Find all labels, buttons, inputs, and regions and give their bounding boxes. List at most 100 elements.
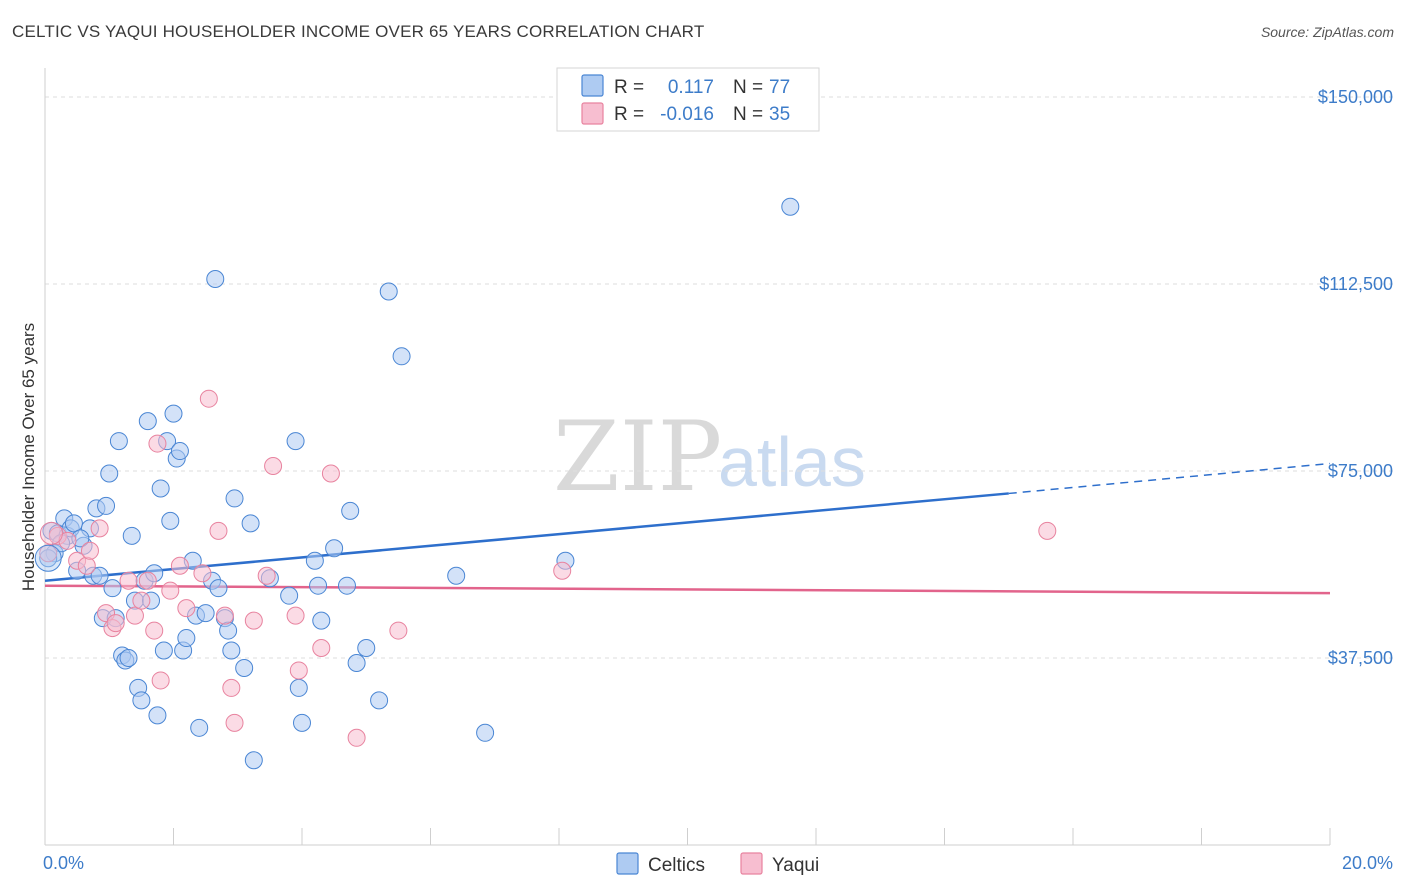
- legend-swatch-celtics: [616, 852, 639, 875]
- data-point-yaqui: [145, 621, 164, 640]
- data-point-celtics: [312, 611, 331, 630]
- data-point-celtics: [347, 653, 366, 672]
- data-point-yaqui: [553, 561, 572, 580]
- data-point-celtics: [90, 566, 109, 585]
- data-point-yaqui: [125, 606, 144, 625]
- data-point-yaqui: [170, 556, 189, 575]
- x-tick-label-min: 0.0%: [43, 853, 84, 873]
- y-tick-label: $150,000: [1318, 87, 1393, 107]
- data-point-celtics: [97, 496, 116, 515]
- data-point-yaqui: [225, 713, 244, 732]
- data-point-celtics: [293, 713, 311, 732]
- x-tick-labels: 0.0% 20.0%: [43, 853, 1393, 873]
- trend-line-yaqui: [44, 584, 1331, 595]
- data-point-yaqui: [209, 521, 228, 540]
- data-point-celtics: [148, 706, 167, 725]
- data-point-celtics: [337, 576, 356, 595]
- data-point-yaqui: [80, 541, 99, 560]
- data-point-yaqui: [257, 566, 276, 585]
- data-point-celtics: [280, 586, 299, 605]
- data-point-yaqui: [264, 457, 283, 476]
- data-point-celtics: [219, 621, 238, 640]
- data-point-celtics: [392, 347, 411, 366]
- data-point-celtics: [154, 641, 173, 660]
- data-point-celtics: [109, 432, 128, 451]
- data-point-yaqui: [138, 571, 157, 590]
- data-point-celtics: [235, 658, 254, 677]
- data-point-celtics: [64, 514, 83, 533]
- gridlines: [45, 96, 1393, 659]
- data-point-yaqui: [321, 464, 340, 483]
- legend-swatch-yaqui: [740, 852, 763, 875]
- data-point-celtics: [132, 691, 151, 710]
- data-point-celtics: [138, 412, 157, 431]
- legend-r-value: 0.117: [668, 77, 714, 98]
- y-tick-label: $112,500: [1319, 274, 1393, 294]
- data-point-celtics: [170, 442, 189, 461]
- trend-line-extension-celtics: [1008, 462, 1331, 495]
- data-point-yaqui: [132, 591, 151, 610]
- data-point-yaqui: [347, 728, 366, 747]
- data-point-yaqui: [289, 661, 308, 680]
- data-point-celtics: [222, 641, 241, 660]
- data-point-yaqui: [90, 519, 109, 538]
- data-point-celtics: [286, 432, 305, 451]
- data-point-yaqui: [106, 614, 125, 633]
- data-point-celtics: [151, 479, 170, 498]
- data-point-yaqui: [1038, 521, 1057, 540]
- data-point-celtics: [357, 639, 376, 658]
- data-point-celtics: [379, 282, 398, 301]
- data-point-celtics: [225, 489, 244, 508]
- watermark-zip: ZIP: [553, 401, 722, 513]
- axes: [44, 68, 1331, 846]
- data-point-celtics: [119, 649, 138, 667]
- data-point-celtics: [781, 197, 800, 216]
- data-point-celtics: [206, 270, 225, 289]
- data-point-yaqui: [151, 671, 170, 690]
- data-point-yaqui: [119, 571, 138, 590]
- data-point-celtics: [447, 566, 466, 585]
- y-tick-label: $75,000: [1328, 461, 1393, 481]
- data-point-yaqui: [312, 639, 331, 658]
- data-point-yaqui: [389, 621, 408, 640]
- data-point-celtics: [244, 751, 263, 770]
- data-point-celtics: [325, 539, 344, 558]
- legend-r-value: -0.016: [660, 104, 714, 125]
- legend-stats: R = 0.117 N = 77 R = -0.016 N = 35: [556, 67, 820, 132]
- legend-swatch-celtics: [581, 74, 604, 97]
- chart-title: CELTIC VS YAQUI HOUSEHOLDER INCOME OVER …: [12, 22, 705, 41]
- data-point-yaqui: [161, 581, 180, 600]
- legend-series: Celtics Yaqui: [616, 852, 819, 876]
- legend-n-value: 77: [769, 77, 790, 98]
- data-point-celtics: [103, 579, 122, 598]
- data-point-yaqui: [177, 599, 196, 618]
- data-point-celtics: [241, 514, 260, 533]
- legend-n-value: 35: [769, 104, 790, 125]
- data-point-celtics: [34, 544, 62, 572]
- data-point-yaqui: [148, 434, 167, 453]
- data-point-yaqui: [77, 556, 96, 575]
- legend-label-celtics: Celtics: [648, 855, 705, 876]
- data-point-celtics: [309, 576, 328, 595]
- series-yaqui: [39, 389, 1057, 747]
- data-point-celtics: [476, 723, 495, 742]
- data-point-celtics: [161, 511, 180, 530]
- data-point-celtics: [177, 629, 196, 648]
- x-tick-label-max: 20.0%: [1342, 853, 1393, 873]
- data-point-celtics: [370, 691, 389, 710]
- data-point-yaqui: [39, 521, 63, 545]
- y-tick-label: $37,500: [1328, 648, 1393, 668]
- data-point-yaqui: [199, 389, 218, 408]
- legend-r-label: R =: [614, 77, 644, 98]
- data-point-celtics: [289, 678, 308, 697]
- legend-swatch-yaqui: [581, 102, 604, 125]
- legend-r-label: R =: [614, 104, 644, 125]
- source-label: Source: ZipAtlas.com: [1260, 24, 1394, 40]
- data-point-yaqui: [222, 678, 241, 697]
- data-point-celtics: [341, 501, 360, 520]
- data-point-celtics: [190, 718, 209, 737]
- y-tick-labels: $37,500 $75,000 $112,500 $150,000: [1318, 87, 1393, 668]
- legend-label-yaqui: Yaqui: [772, 855, 819, 876]
- legend-n-label: N =: [733, 77, 763, 98]
